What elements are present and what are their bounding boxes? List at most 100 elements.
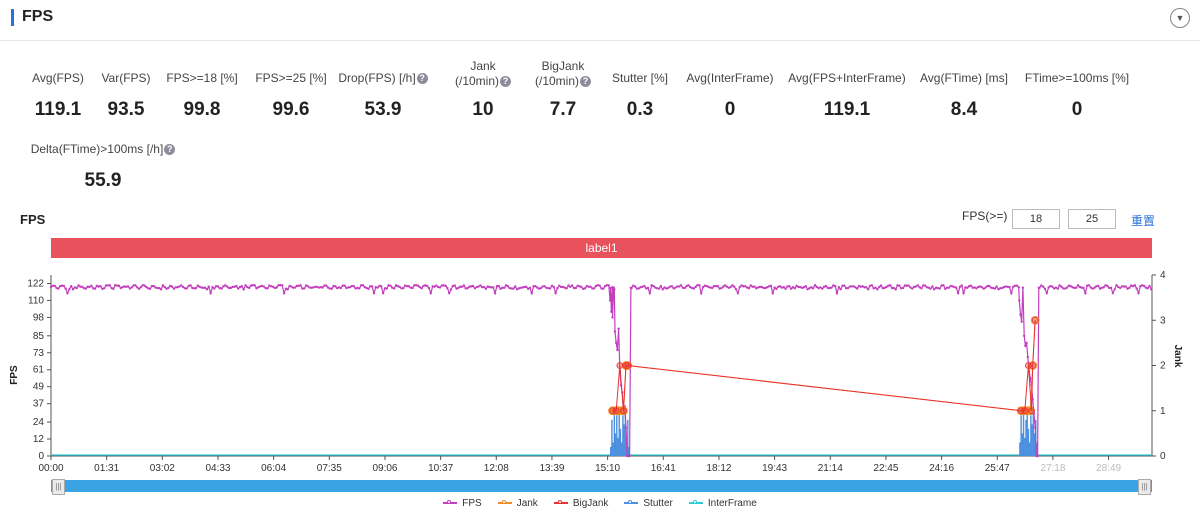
fps-point (766, 285, 769, 289)
fps-point (607, 284, 611, 287)
fps-point (980, 286, 984, 289)
stat-10: Avg(FTime) [ms] 8.4 (889, 71, 1039, 120)
fps-point (934, 286, 938, 289)
fps-point (227, 286, 231, 290)
legend-swatch (553, 500, 568, 505)
stat-label: Drop(FPS) [/h]? (308, 71, 458, 86)
fps-point (435, 284, 438, 287)
y-tick-label: 98 (33, 312, 45, 323)
slider-left-handle[interactable]: ||| (52, 479, 65, 495)
fps-point (942, 284, 945, 287)
fps-point (791, 286, 795, 289)
fps-point (528, 286, 532, 290)
fps-point (207, 285, 211, 288)
fps-point (475, 285, 478, 289)
fps-point (218, 286, 222, 290)
fps-point (60, 284, 64, 287)
fps-point (119, 286, 122, 290)
fps-point (644, 287, 648, 290)
fps-point (1019, 313, 1022, 316)
fps-point (233, 285, 236, 288)
fps-point (707, 285, 710, 289)
fps-point (1040, 284, 1043, 287)
fps-point (964, 286, 967, 289)
fps-point (773, 286, 776, 289)
fps-point (464, 287, 467, 290)
fps-point (1148, 284, 1151, 288)
stat-8: Avg(InterFrame) 0 (655, 71, 805, 120)
fps-point (110, 286, 113, 290)
fps-point (530, 292, 533, 295)
fps-point (806, 288, 809, 291)
fps-point (824, 284, 828, 288)
x-tick-label: 00:00 (38, 463, 63, 474)
bigjank-point (609, 407, 616, 415)
fps-point (841, 284, 844, 287)
fps-point (477, 285, 480, 288)
help-icon[interactable]: ? (416, 73, 428, 85)
fps-point (811, 287, 815, 290)
fps-point (1135, 287, 1138, 290)
chevron-down-icon[interactable]: ▼ (1170, 8, 1190, 28)
reset-button[interactable]: 重置 (1131, 214, 1156, 228)
stat-6: BigJank (/10min)? 7.7 (488, 59, 638, 120)
help-icon[interactable]: ? (580, 76, 591, 88)
fps-threshold-low-input[interactable]: 18 (1012, 209, 1060, 229)
fps-point (848, 285, 852, 288)
time-range-slider[interactable] (51, 480, 1152, 492)
legend-item-jank[interactable]: Jank (497, 498, 538, 509)
x-tick-label: 27:18 (1040, 463, 1065, 474)
fps-point (176, 286, 179, 289)
fps-point (169, 284, 172, 287)
fps-point (984, 286, 987, 289)
section-header: FPS ▼ (0, 0, 1200, 41)
fps-point (62, 284, 66, 288)
legend-item-interframe[interactable]: InterFrame (688, 498, 757, 509)
slider-right-handle[interactable]: ||| (1138, 479, 1151, 495)
fps-point (973, 286, 976, 289)
fps-point (523, 285, 526, 289)
fps-point (405, 284, 409, 288)
fps-point (257, 286, 260, 289)
fps-point (312, 286, 315, 289)
legend-label: InterFrame (707, 498, 757, 509)
help-icon[interactable]: ? (500, 76, 511, 88)
fps-point (641, 285, 644, 288)
fps-point (170, 285, 174, 288)
fps-point (358, 287, 361, 290)
fps-point (578, 285, 581, 288)
legend-label: FPS (462, 498, 482, 509)
fps-threshold-high-input[interactable]: 25 (1068, 209, 1116, 229)
chart-title: FPS (20, 212, 46, 227)
legend-item-stutter[interactable]: Stutter (624, 498, 673, 509)
fps-point (1045, 292, 1048, 295)
help-icon[interactable]: ? (164, 144, 176, 156)
fps-point (389, 284, 392, 288)
fps-point (971, 286, 974, 290)
fps-point (165, 287, 168, 290)
fps-point (933, 288, 936, 291)
stat-label: FTime>=100ms [%] (1024, 71, 1130, 85)
fps-point (281, 284, 284, 287)
legend-item-bigjank[interactable]: BigJank (553, 498, 608, 509)
fps-point (231, 285, 234, 289)
fps-point (887, 284, 890, 287)
fps-point (1115, 284, 1118, 287)
legend-item-fps[interactable]: FPS (443, 498, 482, 509)
fps-point (953, 285, 956, 289)
fps-point (918, 286, 921, 289)
fps-point (240, 284, 244, 288)
fps-point (714, 284, 718, 288)
fps-point (556, 287, 559, 290)
fps-point (213, 287, 216, 290)
fps-point (262, 285, 266, 288)
y-tick-label: 24 (33, 417, 45, 428)
fps-point (451, 284, 455, 288)
fps-point (1142, 284, 1146, 288)
fps-point (148, 287, 152, 291)
fps-point (101, 287, 104, 291)
fps-point (639, 286, 642, 289)
fps-point (295, 284, 299, 288)
fps-point (821, 287, 824, 290)
fps-point (988, 284, 991, 288)
